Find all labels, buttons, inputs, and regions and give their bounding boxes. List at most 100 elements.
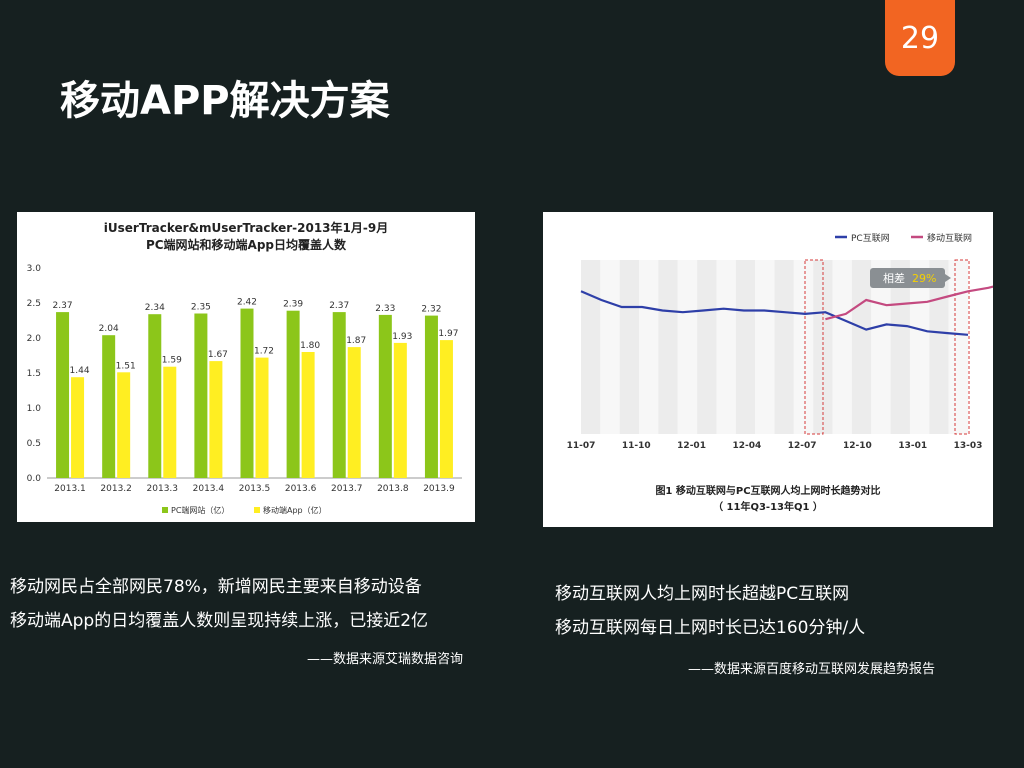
bar-value-label: 1.80: [300, 341, 320, 351]
slide-title: 移动APP解决方案: [60, 78, 390, 124]
bar-value-label: 2.42: [237, 298, 257, 308]
background-band: [716, 260, 736, 434]
bar-pc: [378, 314, 392, 478]
background-band: [948, 260, 968, 434]
background-band: [581, 260, 601, 434]
bar-value-label: 2.37: [53, 301, 73, 311]
x-tick-label: 2013.4: [193, 484, 225, 494]
y-tick-label: 2.5: [27, 299, 41, 309]
annotation-pointer: [945, 274, 951, 282]
background-band: [600, 260, 620, 434]
legend-swatch: [162, 507, 168, 513]
background-band: [793, 260, 814, 434]
background-band: [755, 260, 775, 434]
y-tick-label: 1.5: [27, 369, 41, 379]
right-caption-line2: 移动互联网每日上网时长已达160分钟/人: [555, 618, 866, 638]
bar-chart-subtitle: PC端网站和移动端App日均覆盖人数: [146, 237, 347, 252]
legend-label: PC互联网: [851, 233, 890, 244]
x-tick-label: 13-03: [954, 441, 983, 451]
bar-app: [71, 377, 85, 478]
bar-value-label: 1.44: [70, 366, 90, 376]
bar-pc: [424, 315, 438, 478]
x-tick-label: 12-07: [788, 441, 817, 451]
line-chart-caption: 图1 移动互联网与PC互联网人均上网时长趋势对比: [655, 484, 880, 497]
line-series-mobile: [825, 285, 993, 321]
bar-value-label: 2.39: [283, 300, 303, 310]
bar-value-label: 2.04: [99, 324, 119, 334]
background-band: [929, 260, 949, 434]
background-band: [619, 260, 640, 434]
bar-pc: [56, 312, 70, 478]
bar-pc: [332, 312, 346, 478]
background-band: [697, 260, 717, 434]
x-tick-label: 12-10: [843, 441, 872, 451]
bar-pc: [240, 308, 254, 478]
x-tick-label: 2013.5: [239, 484, 271, 494]
legend-label: 移动互联网: [927, 232, 972, 244]
y-tick-label: 2.0: [27, 334, 42, 344]
page-number-badge: 29: [885, 0, 955, 76]
y-tick-label: 0.0: [27, 474, 42, 484]
line-chart: 图1 移动互联网与PC互联网人均上网时长趋势对比 （ 11年Q3-13年Q1 ）…: [567, 232, 993, 513]
bar-value-label: 2.34: [145, 303, 165, 313]
background-band: [832, 260, 852, 434]
x-tick-label: 12-01: [677, 441, 706, 451]
y-tick-label: 0.5: [27, 439, 41, 449]
x-tick-label: 2013.3: [147, 484, 179, 494]
left-caption-line2: 移动端App的日均覆盖人数则呈现持续上涨，已接近2亿: [10, 611, 429, 631]
bar-app: [393, 342, 407, 478]
line-chart-caption-sub: （ 11年Q3-13年Q1 ）: [713, 500, 823, 513]
line-series-pc: [580, 290, 969, 336]
bar-chart: iUserTracker&mUserTracker-2013年1月-9月 PC端…: [27, 220, 462, 515]
bar-value-label: 1.97: [438, 329, 458, 339]
bar-app: [347, 347, 361, 478]
bar-value-label: 1.51: [116, 361, 136, 371]
annotation-value: 29%: [912, 272, 936, 285]
background-band: [774, 260, 794, 434]
x-tick-label: 2013.6: [285, 484, 317, 494]
bar-value-label: 1.67: [208, 350, 228, 360]
right-caption: 移动互联网人均上网时长超越PC互联网 移动互联网每日上网时长已达160分钟/人: [555, 577, 865, 645]
bar-app: [439, 340, 453, 478]
right-source: ——数据来源百度移动互联网发展趋势报告: [688, 662, 936, 677]
legend-label: PC端网站（亿）: [171, 505, 229, 515]
bar-app: [117, 372, 131, 478]
x-tick-label: 11-10: [622, 441, 651, 451]
background-band: [639, 260, 659, 434]
annotation-label: 相差: [883, 271, 905, 285]
left-caption-line1: 移动网民占全部网民78%，新增网民主要来自移动设备: [10, 577, 422, 597]
x-tick-label: 2013.2: [100, 484, 132, 494]
background-band: [735, 260, 756, 434]
bar-value-label: 1.87: [346, 336, 366, 346]
line-chart-panel: 图1 移动互联网与PC互联网人均上网时长趋势对比 （ 11年Q3-13年Q1 ）…: [543, 212, 993, 527]
bar-app: [163, 366, 177, 478]
annotation-tag: [870, 268, 945, 288]
bar-pc: [102, 335, 116, 478]
y-tick-label: 1.0: [27, 404, 42, 414]
bar-value-label: 1.72: [254, 347, 274, 357]
bar-pc: [148, 314, 162, 478]
highlight-box-start: [804, 259, 824, 435]
bar-value-label: 2.32: [421, 305, 441, 315]
x-tick-label: 2013.9: [423, 484, 455, 494]
left-caption: 移动网民占全部网民78%，新增网民主要来自移动设备 移动端App的日均覆盖人数则…: [10, 570, 428, 638]
legend-label: 移动端App（亿）: [263, 505, 327, 515]
highlight-box-end: [954, 259, 970, 435]
bar-value-label: 2.37: [329, 301, 349, 311]
x-tick-label: 11-07: [567, 441, 596, 451]
bar-app: [255, 357, 269, 478]
bar-app: [209, 361, 223, 478]
right-caption-line1: 移动互联网人均上网时长超越PC互联网: [555, 584, 850, 604]
bar-value-label: 1.59: [162, 356, 182, 366]
background-band: [677, 260, 698, 434]
background-band: [851, 260, 872, 434]
x-tick-label: 2013.1: [54, 484, 86, 494]
bar-pc: [194, 313, 208, 478]
x-tick-label: 2013.8: [377, 484, 409, 494]
x-tick-label: 13-01: [898, 441, 927, 451]
y-tick-label: 3.0: [27, 264, 42, 274]
left-source: ——数据来源艾瑞数据咨询: [307, 652, 464, 667]
x-tick-label: 12-04: [732, 441, 761, 451]
bar-chart-title: iUserTracker&mUserTracker-2013年1月-9月: [104, 220, 388, 235]
x-tick-label: 2013.7: [331, 484, 363, 494]
